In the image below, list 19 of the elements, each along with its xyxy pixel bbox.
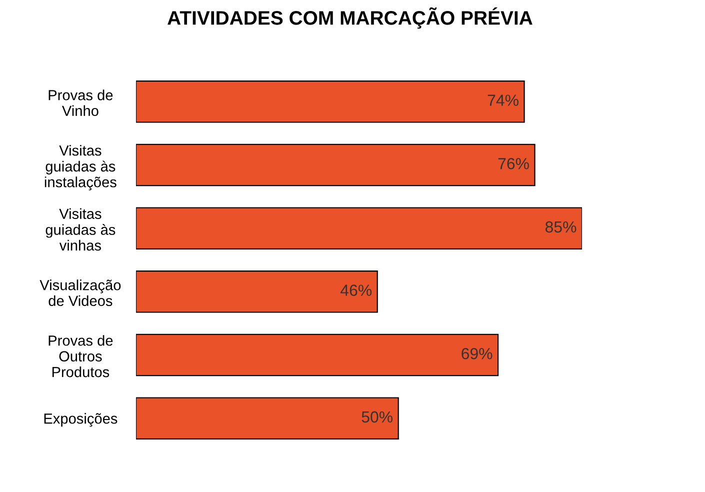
y-tick-label: Visitas guiadas às vinhas: [46, 208, 116, 251]
bar: [136, 80, 525, 123]
bar: [136, 334, 499, 376]
chart-title: ATIVIDADES COM MARCAÇÃO PRÉVIA: [168, 7, 532, 29]
y-tick-label: Provas de Outros Produtos: [48, 335, 113, 378]
data-label: 69%: [462, 348, 492, 360]
data-label: 76%: [498, 158, 529, 170]
y-tick-label: Exposições: [44, 413, 118, 427]
bar: [136, 207, 582, 250]
data-label: 85%: [545, 221, 576, 233]
bar: [136, 397, 399, 440]
bar: [136, 270, 378, 313]
data-label: 50%: [362, 411, 393, 423]
data-label: 74%: [488, 94, 518, 106]
bar: [136, 144, 536, 186]
y-tick-label: Provas de Vinho: [48, 90, 113, 116]
y-tick-label: Visitas guiadas às instalações: [44, 144, 116, 190]
y-tick-label: Visualização de Videos: [40, 280, 121, 306]
data-label: 46%: [340, 284, 372, 296]
